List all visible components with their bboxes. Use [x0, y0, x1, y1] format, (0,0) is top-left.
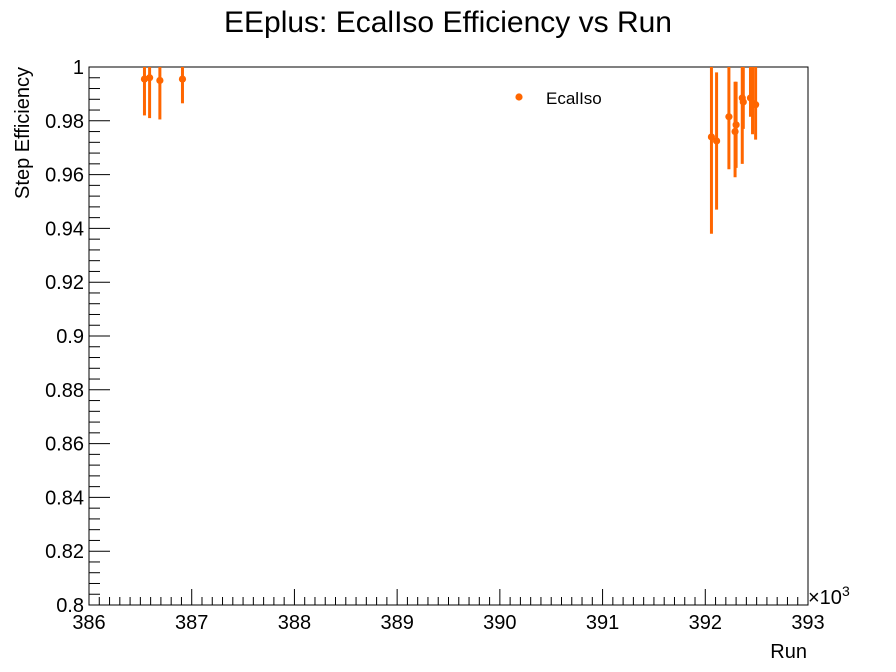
x-tick-label: 393: [791, 612, 824, 634]
data-layer: [140, 67, 760, 234]
y-tick-label: 0.86: [45, 434, 84, 456]
x-tick-label: 387: [175, 612, 208, 634]
y-tick-label: 0.82: [45, 541, 84, 563]
plot-frame: [88, 66, 809, 606]
y-tick-label: 0.8: [56, 595, 84, 617]
y-tick-label: 0.84: [45, 487, 84, 509]
legend-marker: [515, 93, 523, 101]
data-point: [707, 133, 716, 141]
data-point: [712, 137, 721, 145]
x-tick-label: 391: [586, 612, 619, 634]
y-axis: 0.8 0.82 0.84 0.86 0.88 0.9 0.92 0.94 0.96 0.98 1: [45, 57, 110, 617]
legend-label: EcalIso: [546, 89, 602, 108]
x-axis-title: Run: [770, 641, 807, 663]
data-point: [732, 121, 740, 129]
x-tick-label: 390: [483, 612, 516, 634]
x-tick-label: 392: [689, 612, 722, 634]
data-point: [156, 76, 164, 85]
data-point: [739, 98, 747, 106]
data-point: [146, 74, 154, 82]
y-tick-label: 1: [73, 57, 84, 79]
y-tick-label: 0.9: [56, 326, 84, 348]
legend: EcalIso: [515, 89, 602, 108]
data-point: [752, 101, 760, 109]
y-tick-label: 0.94: [45, 218, 84, 240]
y-tick-label: 0.88: [45, 380, 84, 402]
x-axis-multiplier-exponent: 3: [842, 583, 850, 599]
data-point: [178, 75, 187, 83]
x-tick-label: 389: [380, 612, 413, 634]
y-tick-label: 0.92: [45, 272, 84, 294]
x-axis-multiplier: ×103: [808, 583, 850, 609]
y-axis-title: Step Efficiency: [12, 67, 34, 199]
y-tick-label: 0.98: [45, 111, 84, 133]
x-axis: 386 387 388 389 390 391 392 393: [72, 589, 825, 634]
y-tick-label: 0.96: [45, 165, 84, 187]
data-point: [725, 113, 733, 121]
x-tick-label: 388: [278, 612, 311, 634]
x-tick-label: 386: [72, 612, 105, 634]
chart-title: EEplus: EcalIso Efficiency vs Run: [224, 6, 672, 39]
